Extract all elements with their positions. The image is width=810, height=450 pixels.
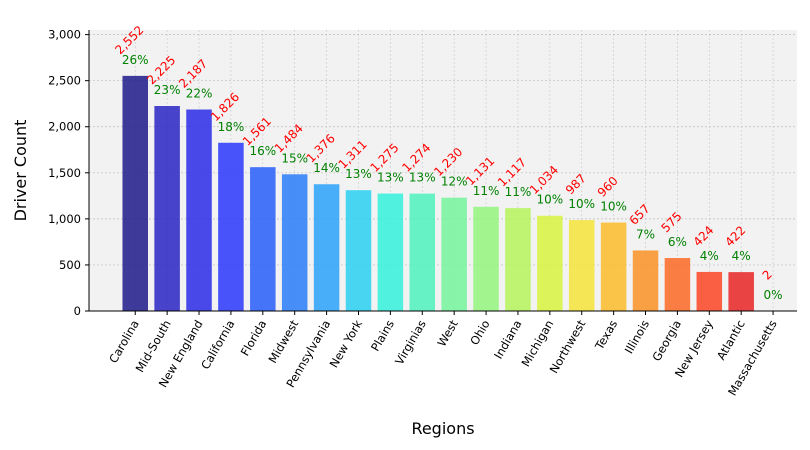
percent-labels: 26% 23% 22% 18% 16% 15% 14% 13% 13% 13% 12% 11% 11% 1…	[122, 53, 783, 302]
percent-label: 13%	[345, 167, 372, 181]
percent-label: 22%	[186, 87, 213, 101]
y-tick-label: 3,000	[48, 28, 81, 42]
y-tick-label: 0	[74, 304, 81, 318]
x-tick-label: Plains	[368, 317, 397, 353]
percent-label: 11%	[473, 184, 500, 198]
y-tick-label: 1,000	[48, 212, 81, 226]
axes	[88, 30, 797, 312]
x-tick-label: Carolina	[106, 318, 142, 366]
bar-carolina	[122, 75, 148, 311]
bar-atlantic	[728, 272, 754, 311]
percent-label: 4%	[732, 249, 751, 263]
percent-label: 4%	[700, 249, 719, 263]
x-tick-label: Midwest	[265, 317, 301, 365]
x-tick-label: Ohio	[467, 318, 492, 348]
x-tick-label: Florida	[238, 318, 270, 359]
bar-new-jersey	[696, 271, 723, 311]
x-tick-label: Virginias	[392, 317, 429, 367]
bar-indiana	[505, 208, 531, 311]
percent-label: 16%	[249, 144, 276, 158]
bar-midwest	[281, 174, 308, 311]
y-ticks: 0 500 1,000 1,500 2,000 2,500 3,000	[48, 28, 89, 318]
bar-illinois	[632, 250, 659, 311]
x-tick-label: Georgia	[649, 318, 684, 364]
percent-label: 15%	[281, 151, 308, 165]
bar-florida	[250, 167, 276, 311]
x-tick-label: Illinois	[622, 318, 652, 357]
percent-label: 13%	[377, 171, 404, 185]
y-tick-label: 2,500	[48, 74, 81, 88]
percent-label: 18%	[218, 120, 245, 134]
percent-label: 23%	[154, 83, 181, 97]
x-tick-label: Texas	[592, 318, 621, 353]
bar-pennsylvania	[313, 184, 340, 311]
y-tick-label: 1,500	[48, 166, 81, 180]
percent-label: 13%	[409, 171, 436, 185]
bar-northwest	[568, 220, 595, 311]
bar-plains	[377, 193, 404, 311]
bar-new-york	[345, 190, 372, 311]
percent-label: 14%	[313, 161, 340, 175]
percent-label: 10%	[537, 193, 564, 207]
percent-label: 10%	[568, 197, 595, 211]
percent-label: 7%	[636, 227, 655, 241]
percent-label: 6%	[668, 235, 687, 249]
x-tick-label: West	[434, 317, 461, 349]
x-tick-label: Atlantic	[714, 318, 748, 363]
bar-georgia	[664, 258, 691, 311]
bar-michigan	[537, 215, 563, 311]
bar-ohio	[473, 206, 499, 311]
bar-california	[218, 142, 244, 311]
y-tick-label: 2,000	[48, 120, 81, 134]
bar-mid-south	[154, 106, 180, 311]
y-tick-label: 500	[59, 258, 81, 272]
percent-label: 12%	[441, 175, 468, 189]
bar-texas	[600, 222, 627, 311]
bars	[122, 75, 786, 311]
bar-new-england	[186, 109, 212, 311]
percent-label: 26%	[122, 53, 149, 67]
percent-label: 10%	[600, 200, 627, 214]
x-axis-label: Regions	[411, 419, 474, 438]
y-axis-label: Driver Count	[11, 120, 30, 222]
percent-label: 11%	[505, 185, 532, 199]
bar-virginias	[409, 193, 436, 311]
x-tick-label: Indiana	[491, 318, 524, 362]
percent-label: 0%	[764, 288, 783, 302]
bar-west	[441, 197, 467, 311]
